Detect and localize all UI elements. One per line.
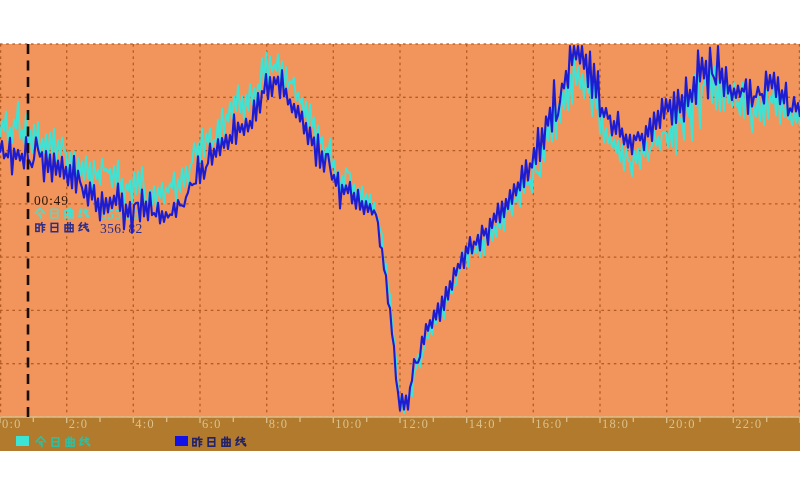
svg-text:356. 82: 356. 82	[100, 221, 143, 236]
svg-text:16:0: 16:0	[535, 417, 562, 431]
svg-text:2:0: 2:0	[69, 417, 89, 431]
svg-text:6:0: 6:0	[202, 417, 222, 431]
svg-text:8:0: 8:0	[269, 417, 289, 431]
svg-text:20:0: 20:0	[669, 417, 696, 431]
svg-text:18:0: 18:0	[602, 417, 629, 431]
svg-text:22:0: 22:0	[735, 417, 762, 431]
svg-text:00:49: 00:49	[34, 193, 69, 208]
svg-text:14:0: 14:0	[469, 417, 496, 431]
svg-text:0:0: 0:0	[2, 417, 22, 431]
svg-text:4:0: 4:0	[135, 417, 155, 431]
svg-text:10:0: 10:0	[335, 417, 362, 431]
svg-text:12:0: 12:0	[402, 417, 429, 431]
